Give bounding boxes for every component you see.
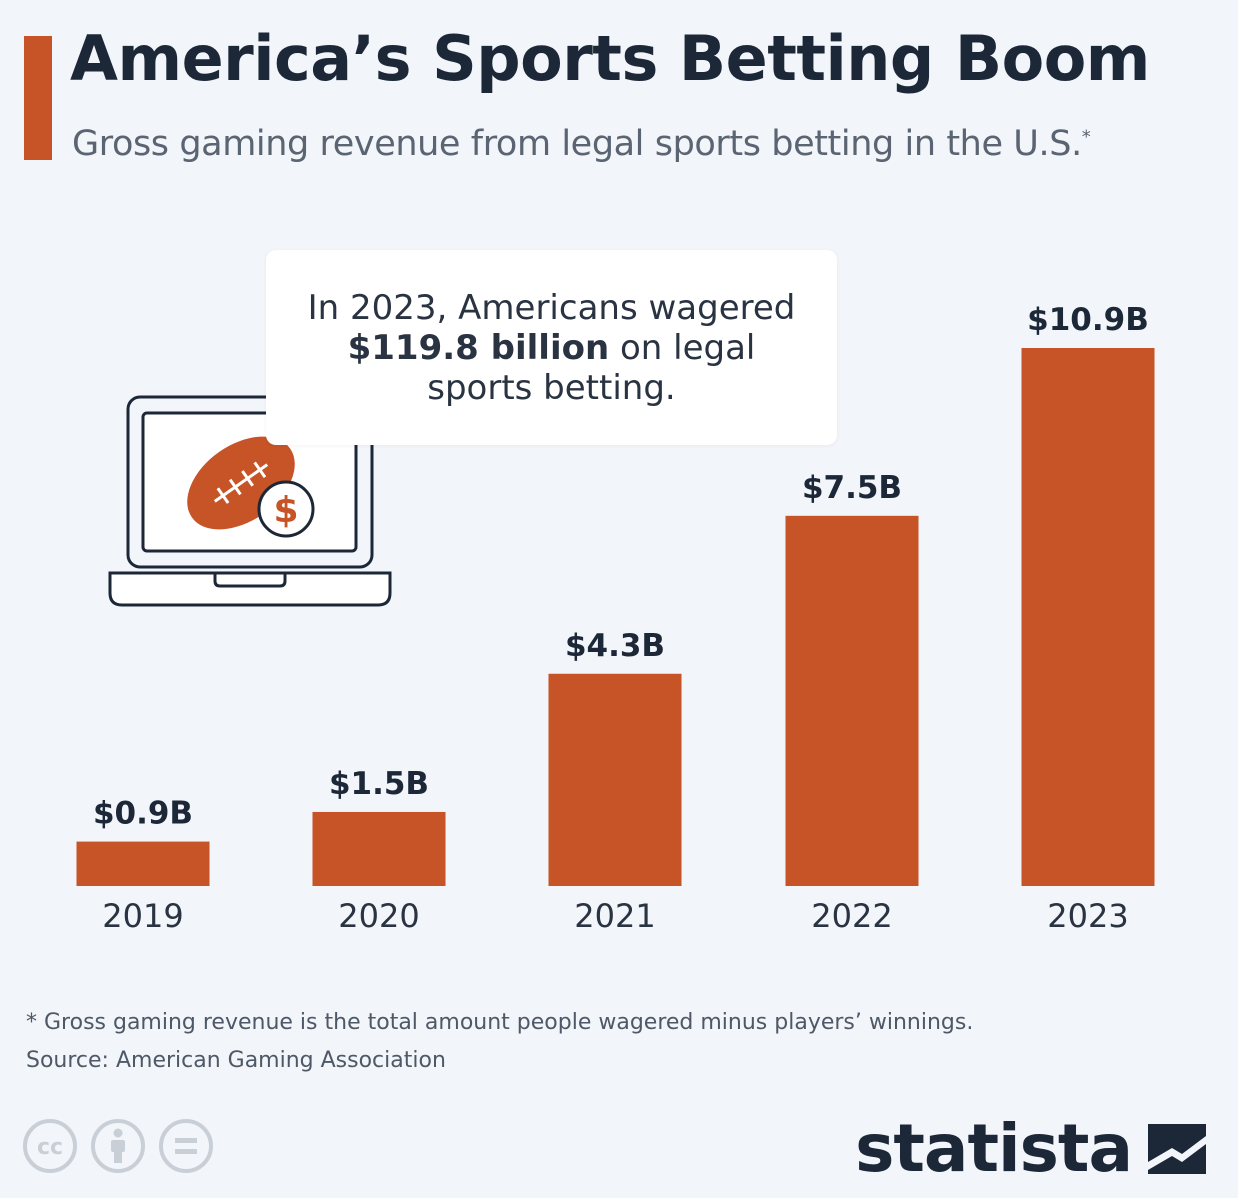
bar-2023	[1021, 348, 1155, 886]
callout-line-2: $119.8 billion on legal	[266, 328, 837, 368]
bar-2022	[785, 515, 919, 886]
laptop-football-dollar-icon: $	[108, 395, 393, 614]
bar-chart: $0.9B 2019 $1.5B 2020 $4.3B 2021 $7.5B 2022 $10.…	[76, 302, 1155, 935]
data-label-2019: $0.9B	[93, 796, 193, 832]
source-note: Source: American Gaming Association	[26, 1048, 446, 1073]
chart-subtitle: Gross gaming revenue from legal sports b…	[72, 124, 1091, 164]
statista-logo-icon	[1148, 1123, 1206, 1174]
x-tick-2021: 2021	[574, 897, 655, 935]
bar-2021	[548, 673, 682, 886]
attribution-icon[interactable]	[90, 1118, 146, 1174]
callout-highlight: $119.8 billion	[347, 328, 610, 368]
license-icons: cc	[22, 1118, 214, 1174]
x-tick-2022: 2022	[811, 897, 892, 935]
statista-brand[interactable]: statista	[855, 1110, 1208, 1187]
chart-title: America’s Sports Betting Boom	[70, 22, 1150, 95]
data-label-2022: $7.5B	[802, 470, 902, 506]
callout-box: In 2023, Americans wagered $119.8 billio…	[266, 250, 837, 445]
callout-line-1: In 2023, Americans wagered	[307, 288, 796, 328]
data-label-2021: $4.3B	[565, 628, 665, 664]
x-tick-2023: 2023	[1047, 897, 1128, 935]
subtitle-footnote-marker: *	[1081, 126, 1091, 148]
brand-name: statista	[855, 1110, 1133, 1187]
svg-text:cc: cc	[37, 1135, 63, 1160]
svg-text:$: $	[273, 490, 298, 531]
bar-2020	[312, 811, 446, 886]
x-tick-2020: 2020	[338, 897, 419, 935]
title-accent-bar	[24, 36, 52, 160]
subtitle-text: Gross gaming revenue from legal sports b…	[72, 124, 1082, 164]
no-derivatives-icon[interactable]	[158, 1118, 214, 1174]
footnote: * Gross gaming revenue is the total amou…	[26, 1010, 974, 1035]
data-label-2020: $1.5B	[329, 766, 429, 802]
x-tick-2019: 2019	[102, 897, 183, 935]
bar-2019	[76, 841, 210, 886]
callout-line-3: sports betting.	[427, 368, 676, 408]
cc-icon[interactable]: cc	[22, 1118, 78, 1174]
data-label-2023: $10.9B	[1027, 302, 1149, 338]
callout-line-2-rest: on legal	[609, 328, 756, 368]
